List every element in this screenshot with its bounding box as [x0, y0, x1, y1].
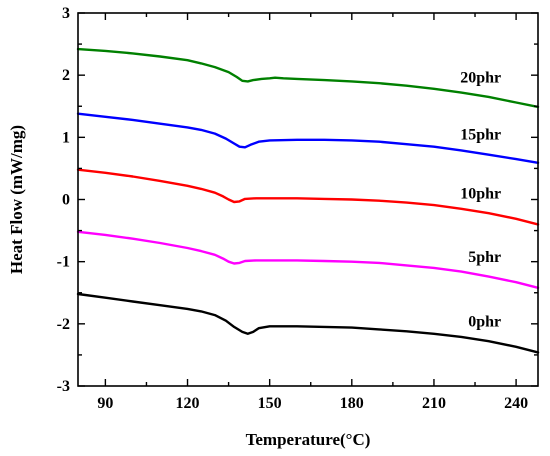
- x-tick-label: 90: [97, 395, 113, 412]
- series-label-20phr: 20phr: [460, 69, 501, 86]
- series-labels-layer: 0phr 5phr 10phr 15phr 20phr: [460, 69, 501, 330]
- series-line-5phr: [76, 230, 540, 289]
- series-label-5phr: 5phr: [468, 249, 501, 266]
- y-tick-label: 1: [62, 129, 70, 146]
- x-tick-label: 210: [422, 395, 446, 412]
- ticks-layer: [78, 12, 538, 387]
- y-tick-label: -1: [57, 254, 70, 271]
- y-tick-label: 2: [62, 67, 70, 84]
- series-line-15phr: [76, 112, 540, 164]
- x-tick-label: 240: [504, 395, 528, 412]
- x-axis-title: Temperature(°C): [246, 430, 371, 449]
- y-tick-label: -2: [57, 316, 70, 333]
- y-axis-title: Heat Flow (mW/mg): [7, 125, 26, 274]
- series-layer: [76, 47, 540, 354]
- series-line-0phr: [76, 292, 540, 354]
- series-line-20phr: [76, 47, 540, 109]
- tick-labels-layer: 90 120 150 180 210 240 -3 -2 -1 0 1 2 3: [57, 5, 528, 412]
- x-tick-label: 180: [340, 395, 364, 412]
- y-tick-label: 0: [62, 192, 70, 209]
- series-label-10phr: 10phr: [460, 186, 501, 203]
- series-label-15phr: 15phr: [460, 126, 501, 143]
- series-line-10phr: [76, 168, 540, 226]
- x-tick-label: 120: [176, 395, 200, 412]
- y-tick-label: -3: [57, 378, 70, 395]
- y-tick-label: 3: [62, 5, 70, 22]
- x-tick-label: 150: [258, 395, 282, 412]
- series-label-0phr: 0phr: [468, 314, 501, 331]
